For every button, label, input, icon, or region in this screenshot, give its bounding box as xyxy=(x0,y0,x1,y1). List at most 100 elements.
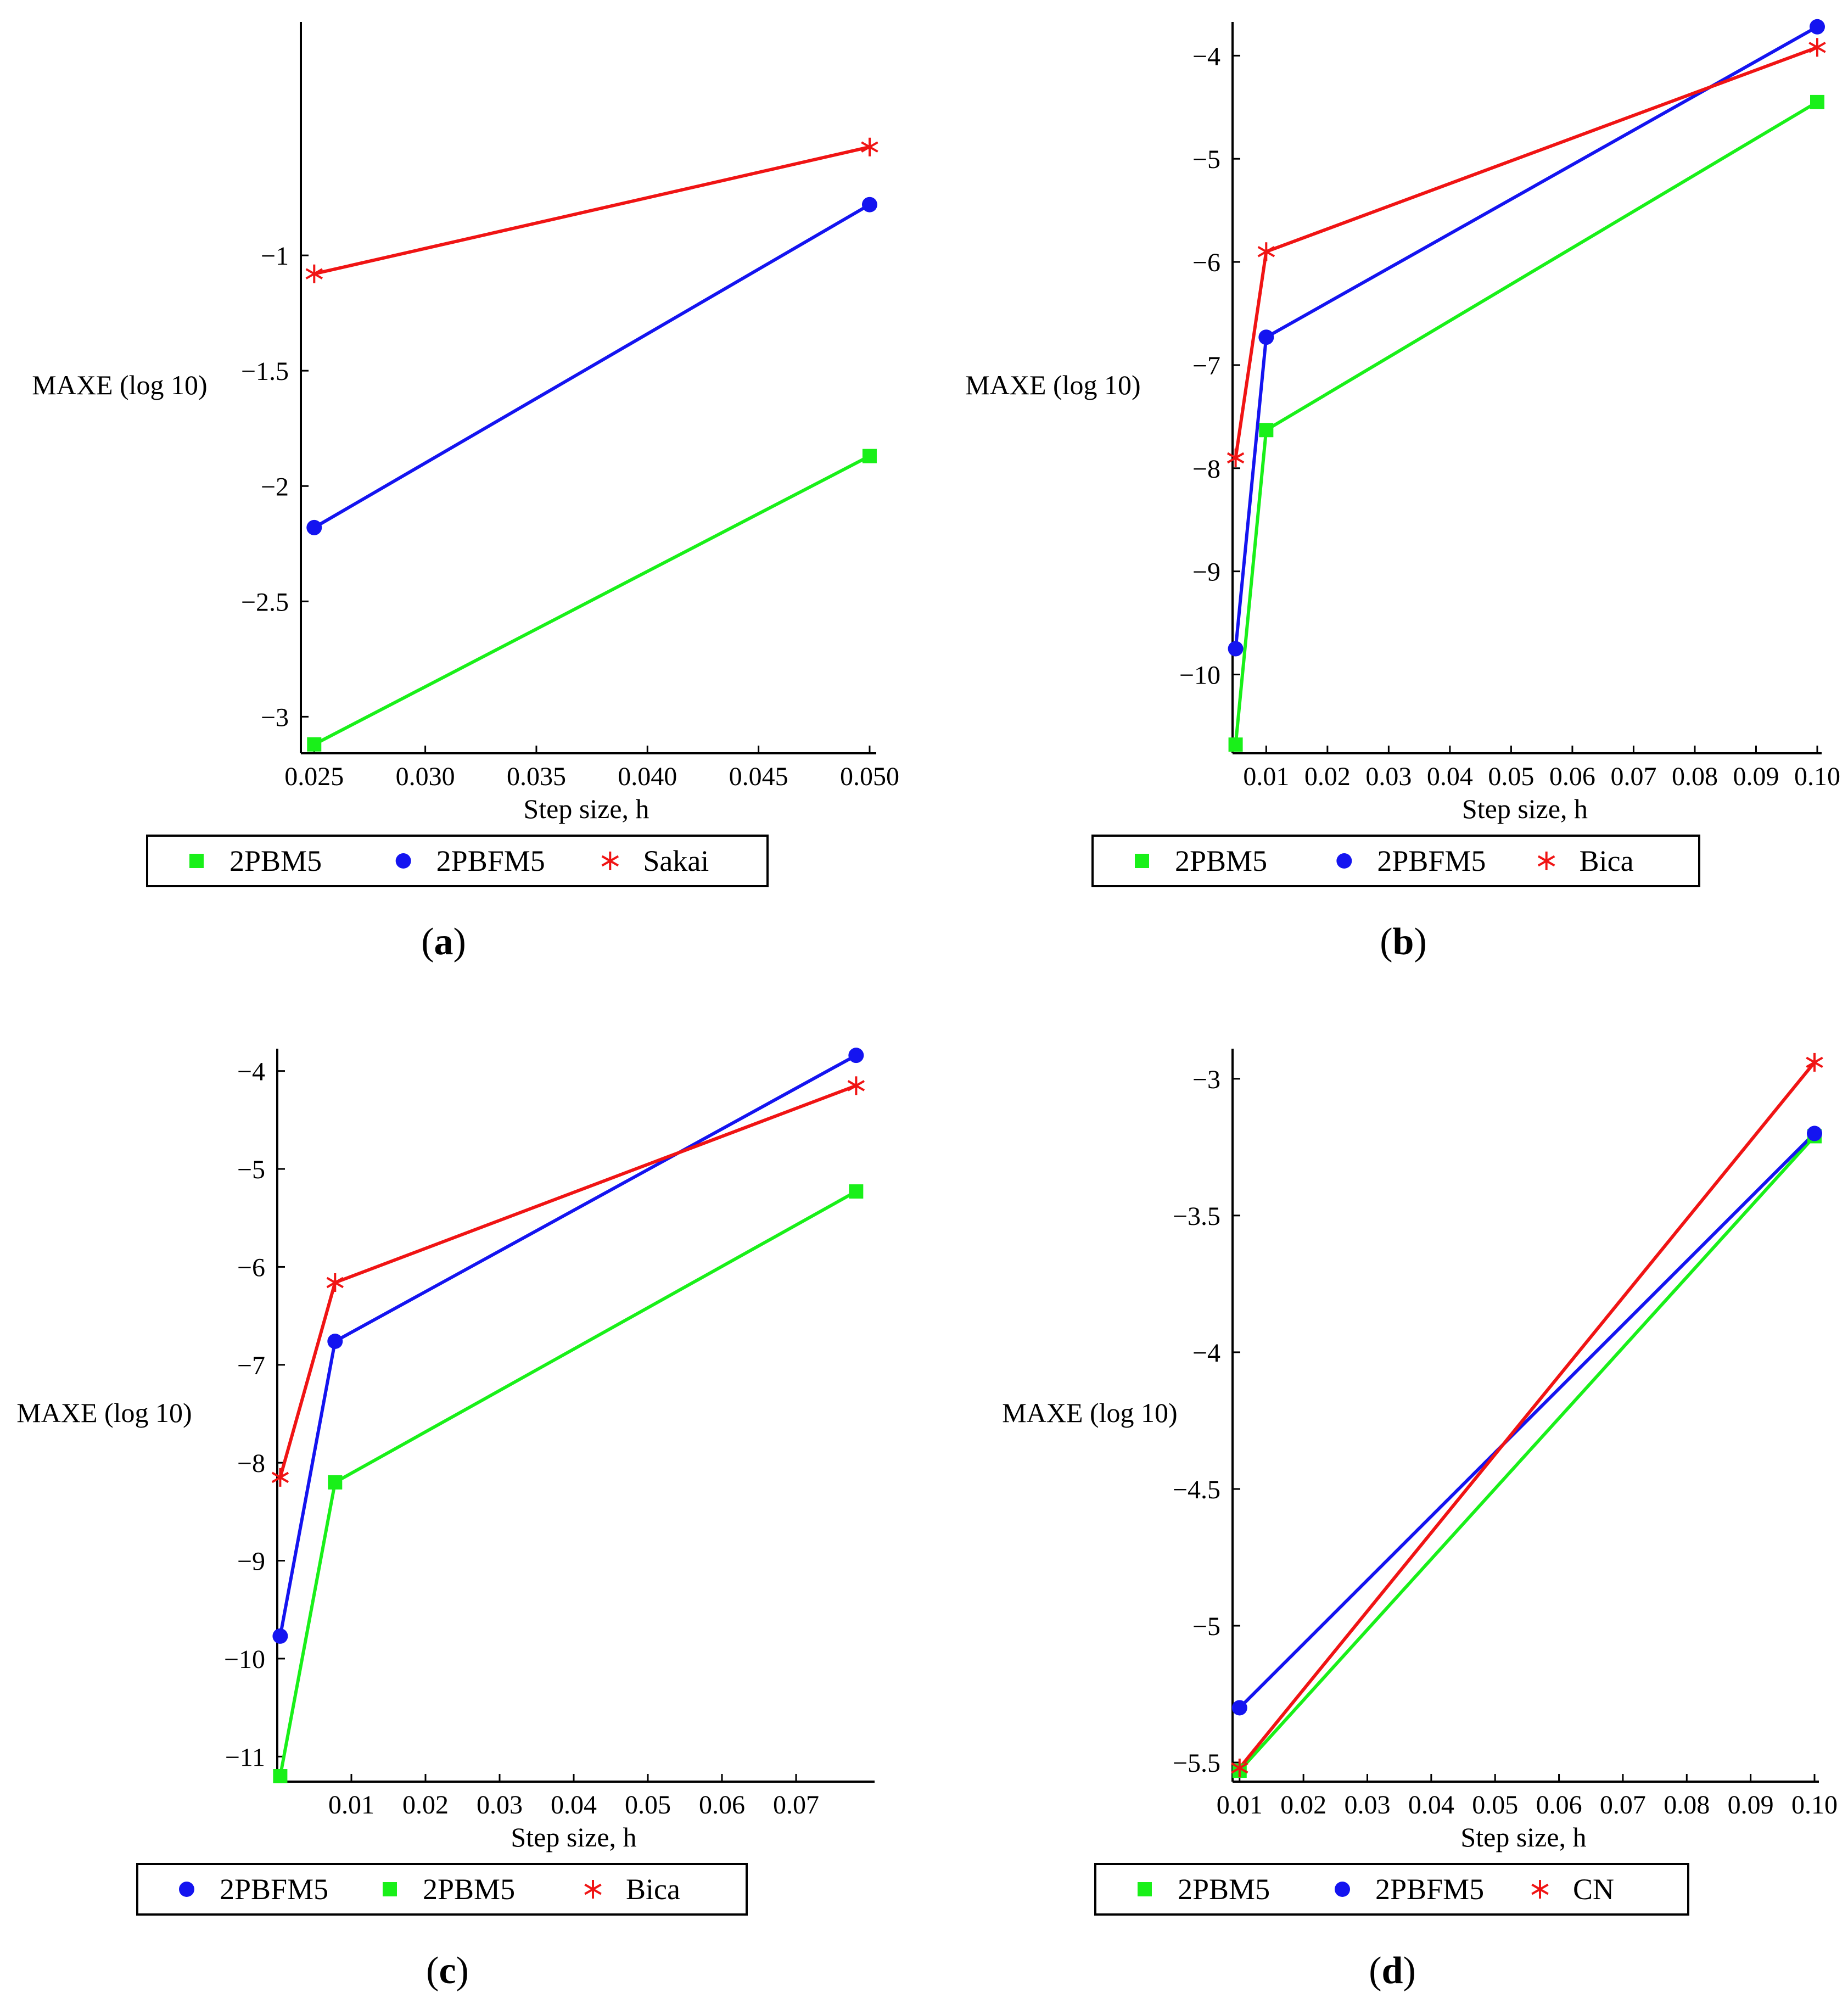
y-tick-label: −3 xyxy=(261,703,289,732)
data-point-2pbfm5 xyxy=(1258,329,1274,345)
data-point-2pbm5 xyxy=(862,449,877,463)
data-point-2pbfm5 xyxy=(861,197,877,212)
series-line-2pbfm5 xyxy=(1234,25,1818,649)
x-tick-label: 0.045 xyxy=(729,762,788,791)
chart-panel-d: −3 −3.5 −4 −4.5 −5 −5.5 0.01 0.02 0.03 0.04 0.05 0.… xyxy=(1002,1049,1838,1992)
legend-marker-2pbfm5 xyxy=(1336,853,1352,869)
series-line-2pbfm5 xyxy=(1238,1132,1816,1709)
data-point-2pbm5 xyxy=(328,1475,343,1490)
legend-box xyxy=(1094,1863,1689,1916)
x-tick-label: 0.035 xyxy=(507,762,566,791)
legend-label-bica: Bica xyxy=(1580,844,1634,877)
series-line-2pbm5 xyxy=(1234,100,1818,745)
x-tick-label: 0.07 xyxy=(773,1790,819,1820)
data-point-bica xyxy=(1808,38,1826,57)
legend: 2PBM5 2PBFM5 CN xyxy=(1094,1863,1689,1916)
y-tick-label: −5 xyxy=(237,1155,265,1184)
x-tick-label: 0.030 xyxy=(396,762,455,791)
x-tick-label: 0.09 xyxy=(1728,1790,1774,1820)
y-tick-label: −1.5 xyxy=(241,357,289,386)
legend-box xyxy=(1091,835,1700,887)
x-tick-label: 0.03 xyxy=(477,1790,523,1820)
x-axis-label: Step size, h xyxy=(1462,793,1588,824)
chart-panel-a: −1 −1.5 −2 −2.5 −3 0.025 0.030 0.035 0.040 0.045 0… xyxy=(32,22,899,963)
chart-panel-c: −4 −5 −6 −7 −8 −9 −10 −11 0.01 0.02 0.03 0.04 0.05 0.… xyxy=(16,1048,875,1992)
series-line-2pbfm5 xyxy=(313,203,871,529)
legend-box xyxy=(146,835,769,887)
x-tick-label: 0.06 xyxy=(699,1790,745,1820)
y-tick-label: −4 xyxy=(1192,42,1220,71)
y-tick-label: −2 xyxy=(261,472,289,501)
legend-marker-2pbm5 xyxy=(1138,1882,1152,1896)
data-point-2pbm5 xyxy=(273,1769,288,1783)
x-tick-label: 0.08 xyxy=(1672,762,1718,791)
y-tick-label: −9 xyxy=(237,1547,265,1576)
legend-label-2pbm5: 2PBM5 xyxy=(1175,844,1267,877)
y-tick-label: −1 xyxy=(261,242,289,271)
legend-label-2pbfm5: 2PBFM5 xyxy=(1377,844,1486,877)
series-line-sakai xyxy=(313,145,870,276)
legend-marker-sakai xyxy=(601,852,619,870)
y-axis-label: MAXE (log 10) xyxy=(965,370,1140,400)
legend-label-2pbfm5: 2PBFM5 xyxy=(436,844,545,877)
legend: 2PBFM5 2PBM5 Bica xyxy=(136,1863,748,1916)
x-tick-label: 0.02 xyxy=(402,1790,449,1820)
legend-label-2pbfm5: 2PBFM5 xyxy=(1375,1873,1484,1906)
chart-panel-b: −4 −5 −6 −7 −8 −9 −10 0.01 0.02 0.03 0.04 0.05 0.06 0… xyxy=(965,19,1840,963)
x-tick-label: 0.01 xyxy=(1243,762,1289,791)
y-tick-label: −3 xyxy=(1192,1065,1220,1094)
y-tick-label: −8 xyxy=(237,1449,265,1478)
y-tick-label: −5 xyxy=(1192,1612,1220,1641)
x-tick-label: 0.01 xyxy=(328,1790,374,1820)
y-tick-label: −8 xyxy=(1192,455,1220,484)
legend: 2PBM5 2PBFM5 Sakai xyxy=(146,835,769,887)
x-tick-label: 0.07 xyxy=(1610,762,1656,791)
x-tick-label: 0.04 xyxy=(1427,762,1473,791)
data-point-2pbm5 xyxy=(1810,94,1824,109)
y-tick-label: −6 xyxy=(237,1253,265,1282)
legend-marker-2pbfm5 xyxy=(395,853,411,869)
data-point-sakai xyxy=(305,264,323,283)
legend-marker-2pbfm5 xyxy=(179,1882,194,1897)
data-point-cn xyxy=(1231,1759,1248,1778)
x-tick-label: 0.04 xyxy=(1408,1790,1454,1820)
data-point-2pbfm5 xyxy=(1810,19,1825,35)
legend-marker-2pbfm5 xyxy=(1335,1882,1350,1897)
data-point-bica xyxy=(1227,449,1245,467)
y-axis-label: MAXE (log 10) xyxy=(16,1397,192,1428)
x-tick-label: 0.05 xyxy=(1488,762,1534,791)
x-tick-label: 0.050 xyxy=(840,762,899,791)
x-tick-label: 0.03 xyxy=(1365,762,1412,791)
data-point-bica xyxy=(271,1468,289,1487)
legend-box xyxy=(136,1863,748,1916)
panel-caption: (c) xyxy=(426,1950,469,1992)
panel-caption-letter: b xyxy=(1393,921,1414,963)
x-tick-label: 0.04 xyxy=(551,1790,597,1820)
x-tick-label: 0.03 xyxy=(1345,1790,1391,1820)
y-axis-label: MAXE (log 10) xyxy=(1002,1397,1177,1428)
y-tick-label: −4 xyxy=(1192,1339,1220,1368)
legend-label-2pbm5: 2PBM5 xyxy=(423,1873,515,1906)
y-tick-label: −9 xyxy=(1192,558,1220,587)
series-line-2pbfm5 xyxy=(278,1054,857,1637)
series-line-2pbm5 xyxy=(278,1190,857,1777)
legend-label-bica: Bica xyxy=(626,1873,680,1906)
y-tick-label: −10 xyxy=(224,1645,265,1674)
legend-marker-bica xyxy=(584,1880,602,1899)
x-tick-label: 0.01 xyxy=(1217,1790,1263,1820)
x-tick-label: 0.040 xyxy=(618,762,677,791)
y-tick-label: −7 xyxy=(237,1351,265,1380)
x-tick-label: 0.07 xyxy=(1600,1790,1646,1820)
y-tick-label: −6 xyxy=(1192,248,1220,277)
legend-marker-cn xyxy=(1531,1880,1549,1899)
data-point-bica xyxy=(1257,242,1275,261)
data-point-2pbfm5 xyxy=(306,519,322,535)
y-tick-label: −3.5 xyxy=(1173,1202,1220,1231)
y-tick-label: −5 xyxy=(1192,145,1220,174)
x-tick-label: 0.05 xyxy=(625,1790,671,1820)
series-line-bica xyxy=(278,1084,857,1478)
data-point-2pbfm5 xyxy=(327,1334,343,1349)
panel-caption-letter: d xyxy=(1382,1950,1403,1992)
y-tick-label: −5.5 xyxy=(1173,1749,1220,1778)
